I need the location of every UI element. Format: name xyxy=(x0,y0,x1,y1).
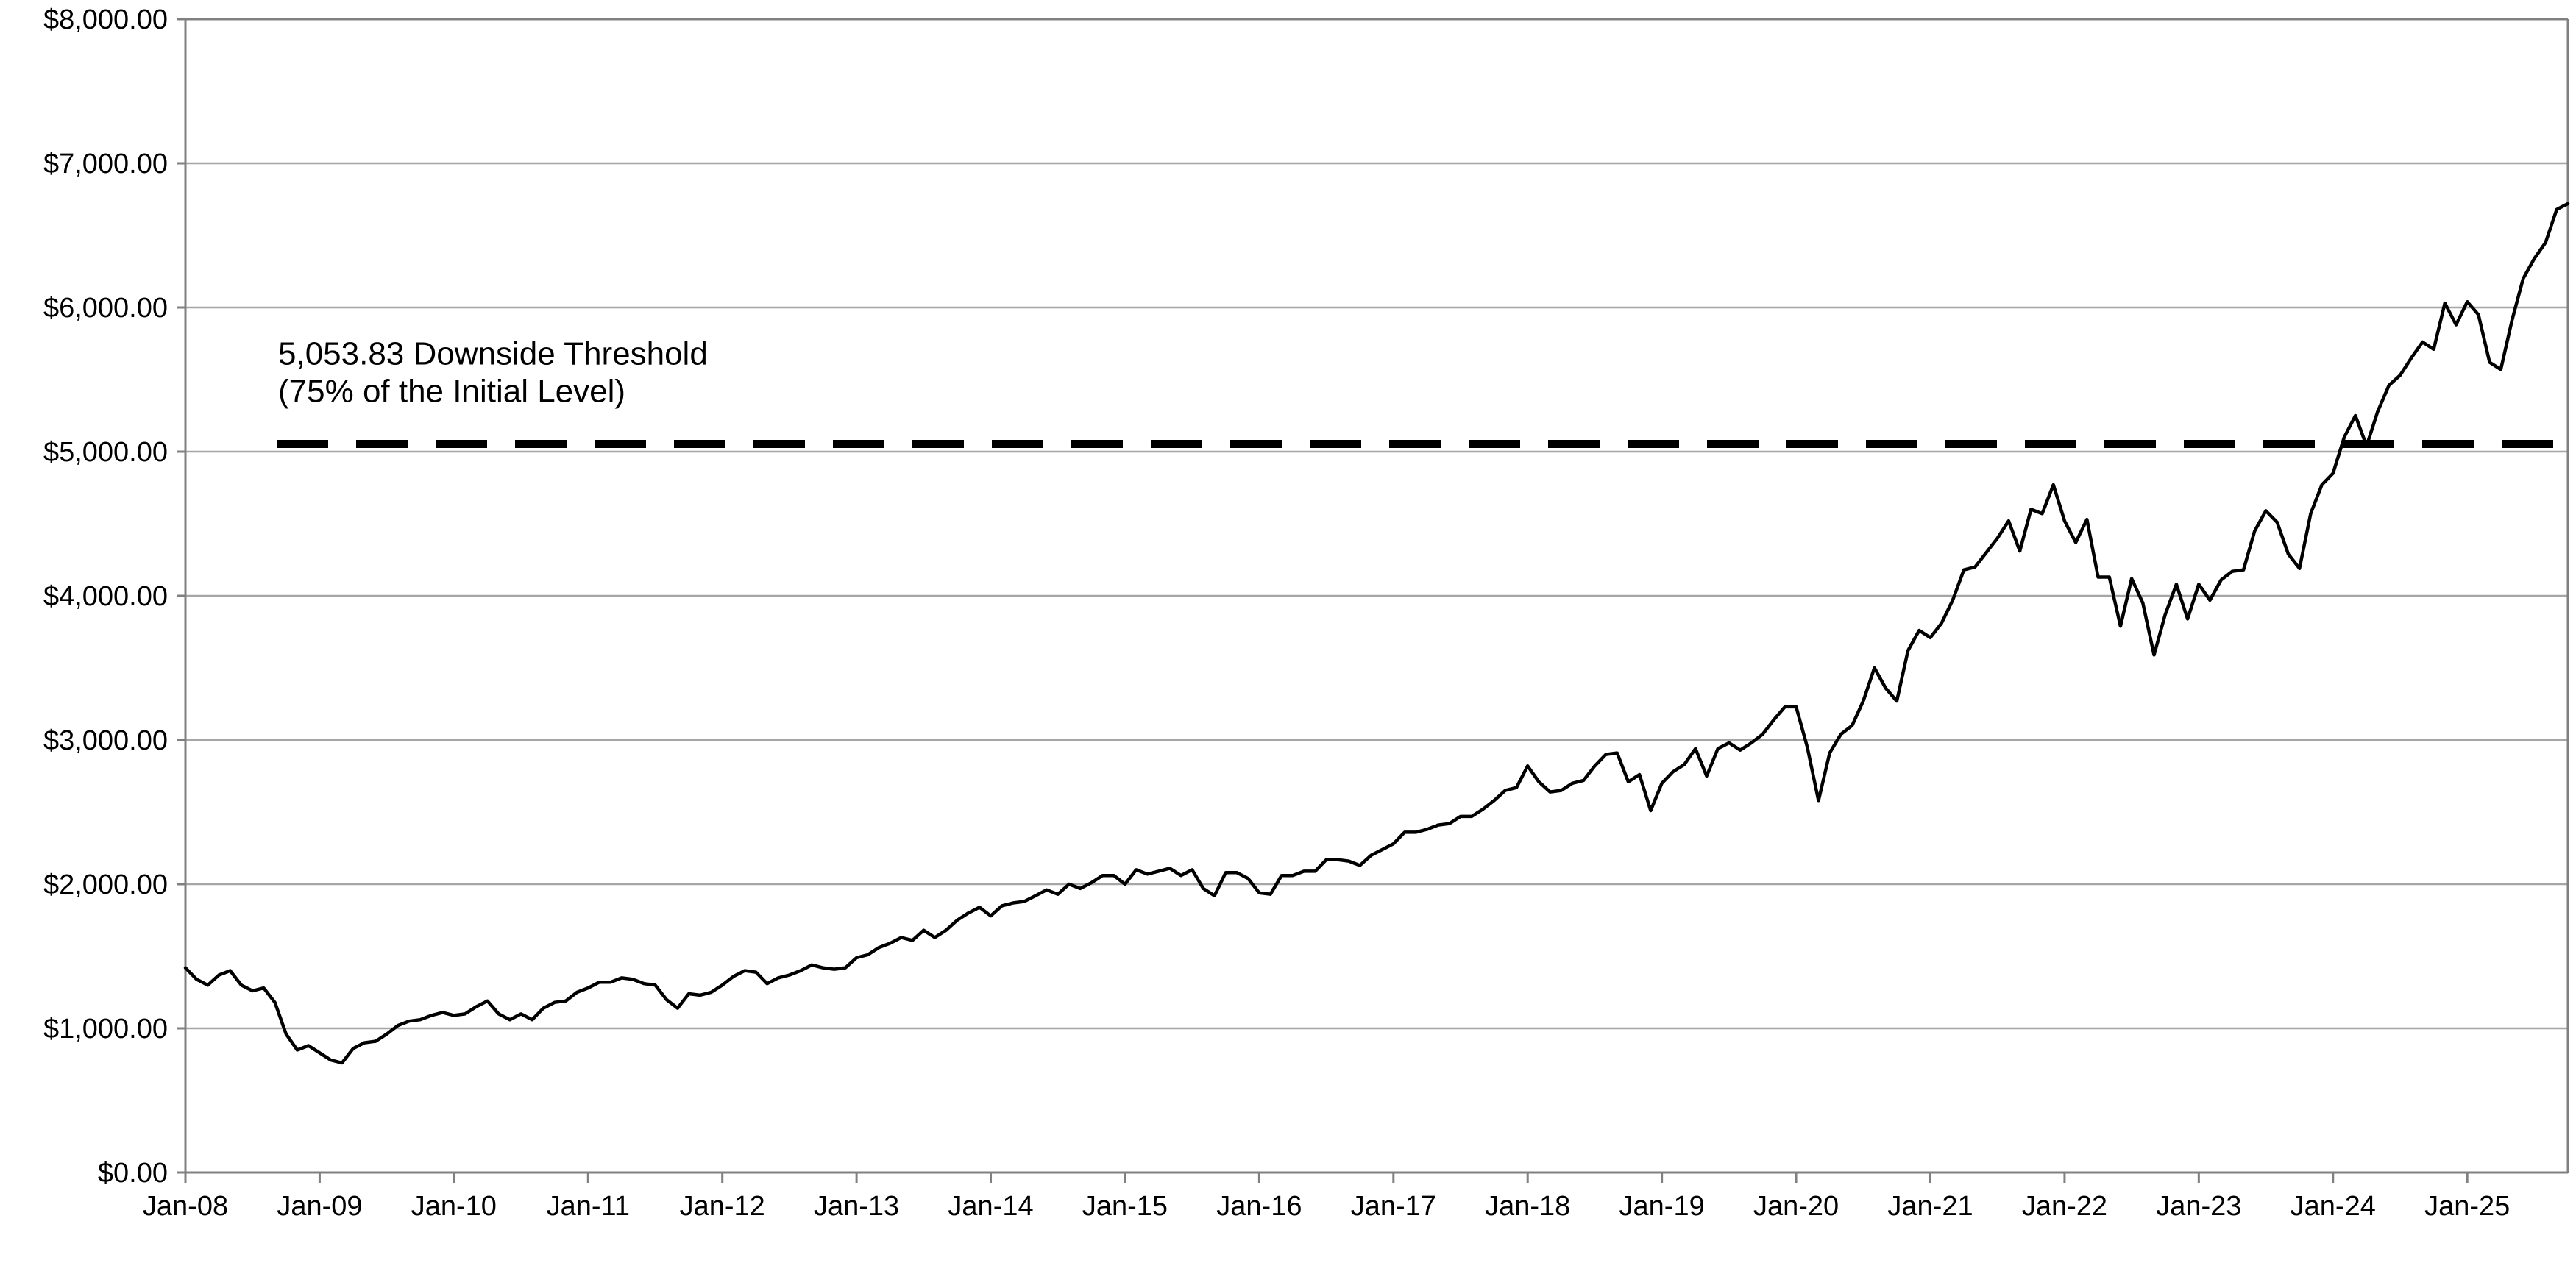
x-tick-label: Jan-25 xyxy=(2424,1191,2510,1222)
y-tick-label: $6,000.00 xyxy=(43,293,168,324)
x-tick-label: Jan-17 xyxy=(1351,1191,1436,1222)
series-line xyxy=(183,202,2570,1065)
y-tick-label: $0.00 xyxy=(98,1158,168,1189)
x-tick-label: Jan-11 xyxy=(547,1191,630,1222)
y-tick-label: $2,000.00 xyxy=(43,869,168,900)
y-tick-label: $5,000.00 xyxy=(43,437,168,468)
x-tick-label: Jan-15 xyxy=(1082,1191,1168,1222)
y-tick-label: $4,000.00 xyxy=(43,581,168,612)
x-tick-label: Jan-08 xyxy=(143,1191,228,1222)
x-tick-label: Jan-24 xyxy=(2291,1191,2376,1222)
x-tick-label: Jan-21 xyxy=(1887,1191,1973,1222)
x-tick-label: Jan-23 xyxy=(2156,1191,2241,1222)
grid-lines xyxy=(185,18,2568,1030)
axes xyxy=(177,18,2569,1183)
threshold-label-line2: (75% of the Initial Level) xyxy=(278,373,625,409)
x-tick-label: Jan-09 xyxy=(277,1191,362,1222)
y-tick-label: $3,000.00 xyxy=(43,725,168,756)
y-tick-label: $1,000.00 xyxy=(43,1014,168,1045)
x-tick-label: Jan-18 xyxy=(1485,1191,1570,1222)
tick-labels: $0.00 $1,000.00 $2,000.00 $3,000.00 $4,000.0… xyxy=(43,4,2510,1222)
threshold-label-line1: 5,053.83 Downside Threshold xyxy=(278,335,708,371)
threshold-group: 5,053.83 Downside Threshold(75% of the I… xyxy=(277,335,2568,448)
x-tick-label: Jan-13 xyxy=(814,1191,899,1222)
x-tick-label: Jan-22 xyxy=(2022,1191,2107,1222)
x-tick-label: Jan-20 xyxy=(1753,1191,1839,1222)
y-tick-label: $7,000.00 xyxy=(43,149,168,179)
x-tick-label: Jan-16 xyxy=(1216,1191,1302,1222)
x-tick-label: Jan-19 xyxy=(1619,1191,1705,1222)
series-group xyxy=(183,202,2570,1065)
x-tick-label: Jan-12 xyxy=(680,1191,765,1222)
y-tick-label: $8,000.00 xyxy=(43,4,168,35)
x-tick-label: Jan-10 xyxy=(411,1191,497,1222)
x-tick-label: Jan-14 xyxy=(948,1191,1033,1222)
